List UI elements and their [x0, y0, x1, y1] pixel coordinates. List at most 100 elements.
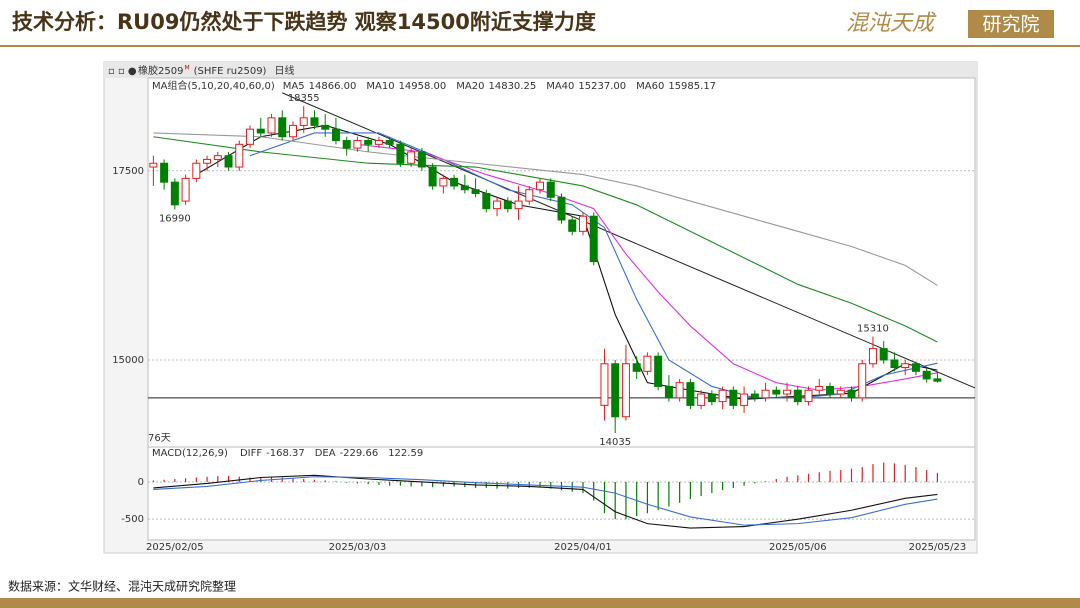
candle-body — [557, 196, 566, 221]
candle-body — [331, 128, 340, 142]
candle-body — [160, 162, 169, 183]
instrument-tag: M — [184, 65, 189, 72]
candle-body — [417, 151, 426, 168]
x-tick-label: 2025/02/05 — [146, 542, 204, 553]
legend-name: MA20 — [456, 81, 484, 92]
candle-body — [321, 124, 330, 130]
legend-value: 14830.25 — [488, 81, 536, 92]
candle-body — [868, 348, 877, 365]
logo-main: 混沌天成 — [846, 11, 937, 36]
candle-body — [181, 177, 190, 202]
candle-body — [235, 143, 244, 168]
candle-body — [589, 215, 598, 263]
candle-body — [675, 382, 684, 399]
candle-body — [761, 389, 770, 399]
candle-body — [278, 117, 287, 138]
macd-y-tick-label: 0 — [138, 477, 144, 488]
candle-body — [836, 389, 845, 395]
candle-body — [879, 348, 888, 361]
y-tick-label: 17500 — [112, 166, 144, 177]
ma-group-label: MA组合(5,10,20,40,60,0) — [152, 79, 275, 92]
candle-body — [621, 363, 630, 418]
x-tick-label: 2025/03/03 — [329, 542, 387, 553]
days-label: 76天 — [148, 433, 171, 444]
candle-body — [568, 219, 577, 232]
candle-body — [149, 162, 158, 168]
logo-box — [968, 10, 1054, 38]
candle-body — [256, 128, 265, 134]
macd-label: MACD(12,26,9) — [152, 448, 228, 459]
toolbar-icons: ▫ ▫ ● — [108, 66, 137, 77]
candle-body — [374, 140, 383, 145]
candle-body — [643, 355, 652, 372]
extreme-label: 14035 — [599, 437, 631, 448]
candle-body — [922, 370, 931, 380]
chart-toolbar — [104, 62, 977, 78]
candle-body — [707, 393, 716, 403]
legend-value: 15985.17 — [668, 81, 716, 92]
source: 数据来源：文华财经、混沌天成研究院整理 — [8, 579, 236, 594]
candle-body — [911, 363, 920, 372]
candle-body — [514, 200, 523, 210]
candle-body — [901, 363, 910, 369]
candle-body — [493, 200, 502, 210]
candle-body — [740, 393, 749, 406]
legend-name: MA60 — [636, 81, 664, 92]
candle-body — [428, 166, 437, 187]
macd-legend-value: -168.37 — [266, 448, 305, 459]
candle-body — [632, 363, 641, 372]
candle-body — [364, 140, 373, 145]
candle-body — [546, 181, 555, 198]
extreme-label: 15310 — [857, 324, 889, 335]
period: 日线 — [274, 64, 294, 77]
candle-body — [288, 124, 297, 138]
candle-body — [847, 389, 856, 399]
extreme-label: 18355 — [288, 93, 320, 104]
candle-body — [664, 385, 673, 399]
footer-bar — [0, 598, 1080, 608]
candle-body — [450, 177, 459, 187]
candle-body — [686, 382, 695, 406]
header-rule — [0, 45, 1080, 47]
instrument: 橡胶2509 — [138, 64, 183, 77]
logo-box-text: 研究院 — [982, 14, 1039, 36]
legend-name: MA10 — [366, 81, 394, 92]
candle-body — [654, 355, 663, 387]
candle-body — [471, 189, 480, 195]
candle-body — [482, 193, 491, 210]
candle-body — [826, 385, 835, 395]
candle-body — [815, 385, 824, 391]
ma-line — [153, 132, 938, 286]
macd-line — [153, 474, 938, 529]
candle-body — [396, 143, 405, 164]
candle-body — [385, 140, 394, 145]
macd-legend-name: DEA — [315, 448, 336, 459]
candle-body — [600, 363, 609, 406]
candle-body — [783, 389, 792, 395]
extreme-label: 16990 — [159, 213, 191, 224]
ma-line — [153, 136, 938, 343]
candle-body — [310, 117, 319, 126]
candle-body — [858, 363, 867, 399]
x-tick-label: 2025/05/06 — [769, 542, 827, 553]
candle-body — [460, 185, 469, 191]
candle-body — [578, 215, 587, 232]
macd-legend-value: -229.66 — [340, 448, 379, 459]
candle-body — [697, 393, 706, 406]
candle-body — [203, 158, 212, 164]
legend-value: 14866.00 — [309, 81, 357, 92]
candle-body — [439, 177, 448, 187]
candle-body — [299, 117, 308, 126]
x-tick-label: 2025/04/01 — [554, 542, 612, 553]
y-tick-label: 15000 — [112, 355, 144, 366]
candle-body — [933, 378, 942, 382]
candle-body — [407, 151, 416, 164]
candle-body — [246, 128, 255, 145]
candle-body — [772, 389, 781, 395]
candle-body — [729, 389, 738, 406]
legend-name: MA5 — [283, 81, 305, 92]
candle-body — [353, 140, 362, 149]
candle-body — [503, 200, 512, 210]
